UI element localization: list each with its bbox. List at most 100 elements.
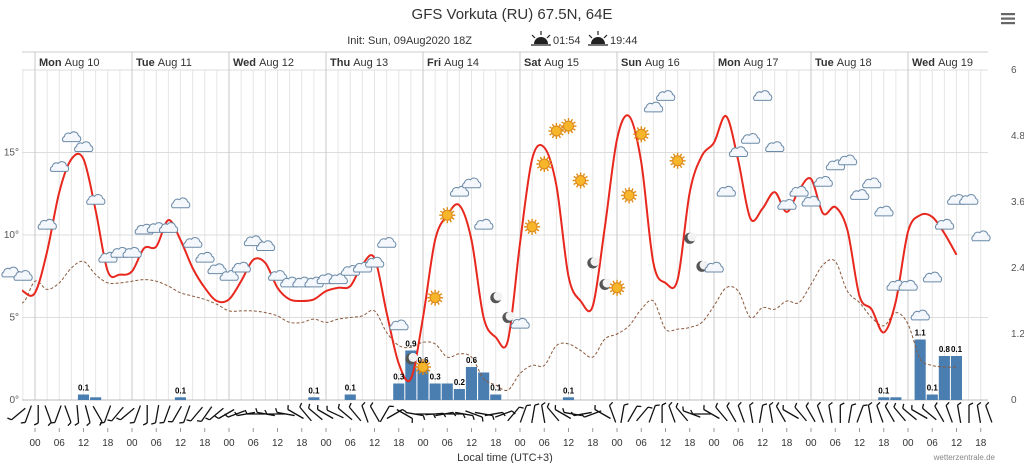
wind-arrow-barb [287, 404, 289, 410]
wind-arrow-shaft [902, 407, 917, 421]
wind-arrows [7, 401, 993, 427]
sun-ray [537, 166, 540, 169]
wind-arrow-icon [911, 404, 928, 420]
cloud-shape [862, 177, 882, 189]
sun-ray [548, 166, 552, 169]
hour-label: 18 [490, 438, 502, 449]
hour-label: 06 [636, 438, 648, 449]
cloud-icon [704, 261, 724, 273]
wind-arrow-barb [828, 401, 833, 406]
wind-arrow-shaft [934, 405, 945, 423]
precip-bar [344, 394, 356, 400]
precip-bar [77, 394, 89, 400]
wind-arrow-barb [840, 402, 845, 406]
cloud-shape [716, 185, 736, 197]
cloud-shape [801, 195, 821, 207]
y-tick-right: 0 [1011, 395, 1017, 406]
precip-bar [914, 339, 926, 400]
wind-arrow-barb [67, 422, 72, 427]
sun-icon [548, 123, 565, 139]
hour-label: 00 [708, 438, 720, 449]
cloud-shape [934, 218, 955, 230]
wind-arrow-barb [985, 401, 990, 406]
sun-ray [572, 128, 576, 131]
wind-arrow-barb [737, 401, 742, 406]
sun-ray [631, 199, 634, 203]
sun-disc [417, 361, 429, 373]
cloud-shape [49, 161, 70, 172]
wind-arrow-barb [921, 403, 925, 409]
wind-arrow-icon [934, 402, 945, 423]
moon-icon [490, 291, 503, 304]
day-weekday: Fri [427, 57, 444, 69]
sun-ray [582, 173, 586, 177]
precip-value-label: 0.3 [430, 373, 442, 382]
cloud-icon [643, 101, 664, 113]
wind-arrow-barb [186, 419, 192, 422]
sun-icon [633, 126, 650, 143]
wind-arrow-icon [7, 407, 26, 421]
sun-ray [585, 182, 588, 186]
wind-arrow-barb [902, 403, 905, 409]
wind-arrow-icon [326, 405, 344, 419]
hour-label: 00 [126, 438, 138, 449]
sun-ray [560, 133, 564, 136]
wind-arrow-shaft [308, 407, 323, 421]
wind-arrow-barb [534, 403, 540, 406]
sun-ray [621, 190, 625, 194]
precip-bar [878, 397, 890, 401]
day-date: Aug 12 [259, 57, 294, 69]
precip-bar [429, 383, 441, 400]
wind-arrow-icon [44, 405, 52, 427]
wind-arrow-shaft [876, 405, 884, 423]
precip-value-label: 0.1 [878, 386, 890, 395]
wind-arrow-shaft [794, 406, 807, 422]
wind-arrow-icon [715, 402, 728, 422]
wind-arrow-shaft [64, 405, 72, 423]
hour-label: 06 [442, 438, 454, 449]
wind-arrow-icon [386, 408, 407, 420]
wind-arrow-barb [411, 418, 414, 424]
precip-bar [465, 367, 477, 400]
wind-arrow-barb [74, 422, 79, 426]
wind-arrow-icon [151, 405, 160, 425]
hamburger-menu-icon[interactable] [1000, 10, 1016, 26]
y-tick-right: 3.6 [1011, 197, 1024, 208]
hour-label: 06 [248, 438, 260, 449]
hour-label: 18 [781, 438, 793, 449]
sun-ray [415, 362, 419, 365]
wind-arrow-barb [307, 403, 311, 409]
wind-arrow-barb [402, 408, 407, 413]
wind-arrow-shaft [782, 408, 799, 420]
wind-arrow-barb [492, 415, 495, 421]
cloud-shape [207, 263, 227, 275]
wind-arrow-barb [782, 404, 784, 410]
wind-arrow-barb [805, 402, 810, 407]
sun-ray [624, 199, 627, 203]
precip-bar [90, 397, 102, 401]
wind-arrow-barb [911, 404, 913, 410]
wind-arrow-icon [675, 402, 689, 422]
wind-arrow-barb [255, 407, 258, 413]
hour-label: 06 [539, 438, 551, 449]
hour-label: 12 [951, 438, 963, 449]
wind-arrow-icon [264, 409, 285, 415]
precip-bar [950, 356, 962, 400]
wind-arrow-icon [726, 402, 737, 423]
day-label: Fri Aug 14 [427, 57, 479, 69]
sun-ray [570, 130, 574, 134]
cloud-icon [910, 309, 930, 321]
sun-ray [561, 128, 565, 131]
dewpoint-line [22, 259, 957, 392]
wind-arrow-barb [609, 401, 614, 406]
cloud-icon [195, 251, 215, 263]
precip-bar [478, 372, 490, 400]
wind-arrow-shaft [627, 405, 638, 423]
moon-icon [587, 257, 600, 269]
cloud-shape [898, 279, 918, 291]
wind-arrow-icon [661, 402, 667, 423]
wind-arrow-icon [186, 406, 203, 422]
cloud-icon [753, 90, 773, 101]
sun-disc [635, 128, 647, 140]
wind-arrow-barb [546, 402, 550, 408]
